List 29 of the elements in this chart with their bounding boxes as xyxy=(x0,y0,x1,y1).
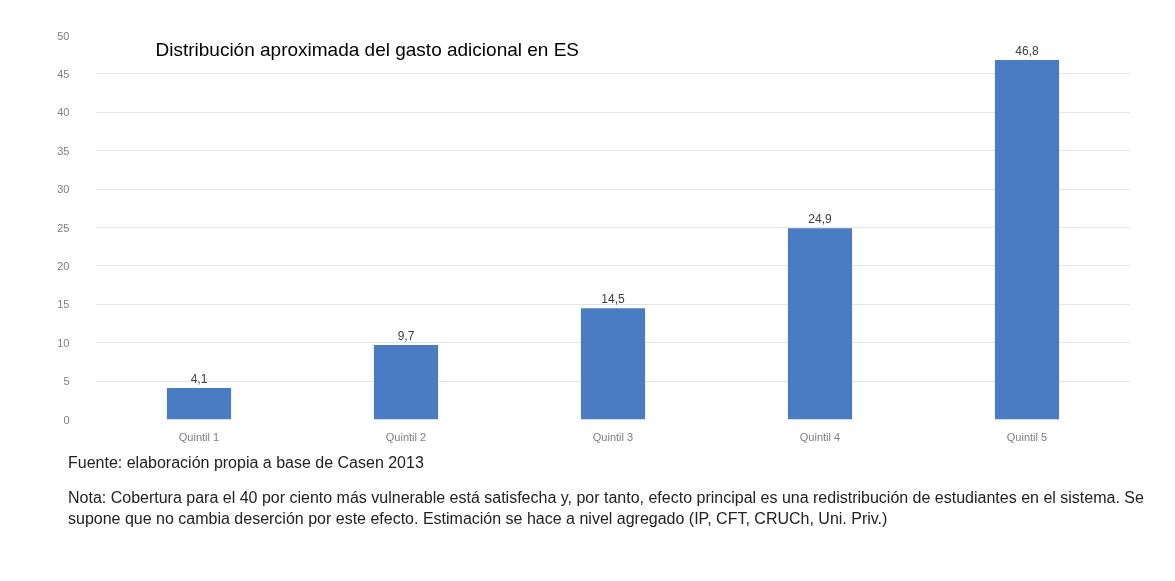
bar xyxy=(580,308,646,420)
y-tick-label: 40 xyxy=(57,106,70,119)
data-label: 24,9 xyxy=(808,212,832,227)
data-label: 4,1 xyxy=(190,372,208,387)
y-tick-label: 25 xyxy=(57,221,70,234)
x-tick-label: Quintil 5 xyxy=(1006,430,1048,443)
chart-title: Distribución aproximada del gasto adicional en ES xyxy=(155,38,580,60)
source-note: Fuente: elaboración propia a base de Casen 2013 xyxy=(68,453,424,473)
bar xyxy=(787,228,853,420)
data-label: 14,5 xyxy=(601,292,625,307)
y-tick-label: 50 xyxy=(57,29,70,42)
x-tick-label: Quintil 3 xyxy=(592,430,634,443)
y-tick-label: 10 xyxy=(57,336,70,349)
x-tick-label: Quintil 1 xyxy=(178,430,220,443)
y-tick-label: 45 xyxy=(57,67,70,80)
x-tick-label: Quintil 2 xyxy=(385,430,427,443)
text: Nota: Cobertura para el 40 por ciento más vulnerable está satisfecha y, por tanto, efecto principal es una redistribución de estudiantes en el sistema. Se supone que no cambia deserción por este efecto. Estimación se hace a nivel agregado (IP, CFT, CRUCh, Uni. Priv.) xyxy=(68,487,1145,529)
y-tick-label: 5 xyxy=(63,375,70,388)
data-label: 46,8 xyxy=(1015,44,1039,59)
y-tick-label: 0 xyxy=(63,413,70,426)
y-tick-label: 15 xyxy=(57,298,70,311)
data-label: 9,7 xyxy=(397,329,415,343)
y-tick-label: 20 xyxy=(57,259,70,272)
bar xyxy=(373,345,439,420)
y-tick-label: 30 xyxy=(57,183,70,196)
y-tick-label: 35 xyxy=(57,144,70,157)
x-tick-label: Quintil 4 xyxy=(799,430,841,443)
bar xyxy=(166,388,232,420)
bar xyxy=(994,60,1060,420)
